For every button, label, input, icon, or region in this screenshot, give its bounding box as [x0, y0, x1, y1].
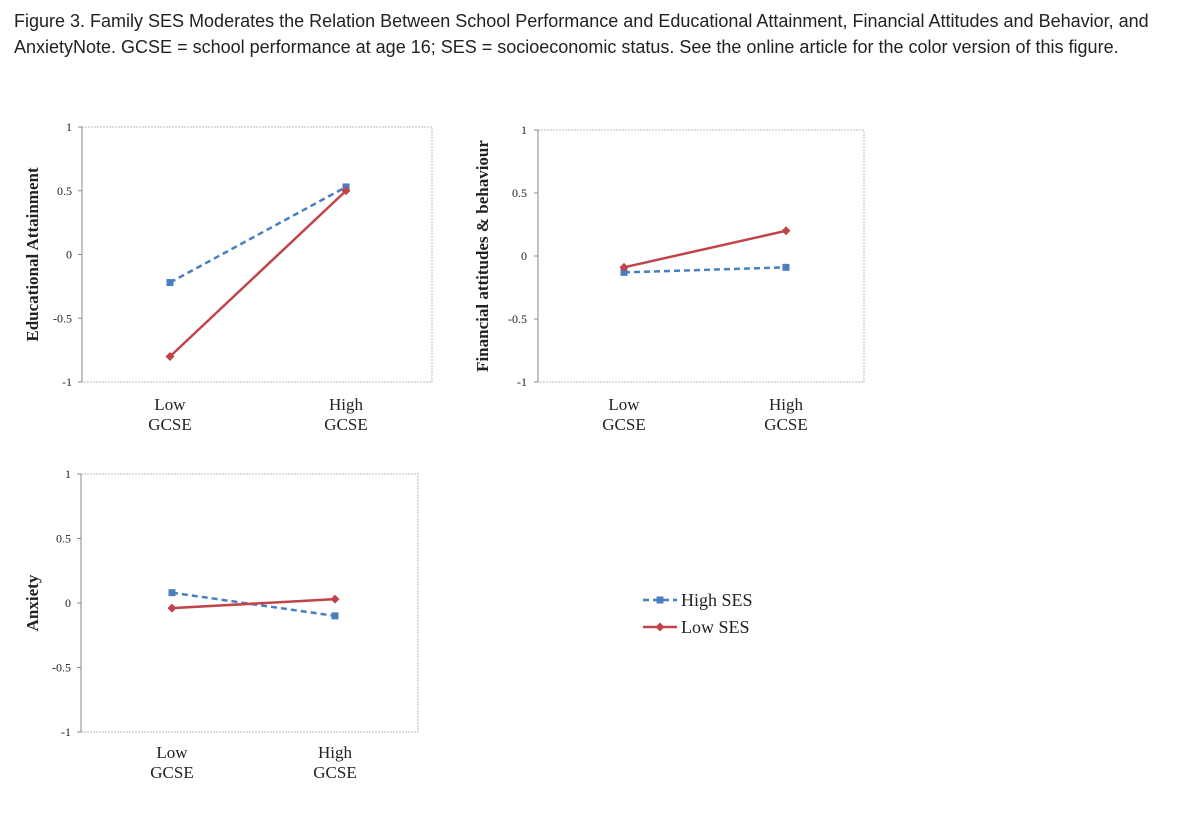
data-point-low-ses — [167, 603, 177, 613]
legend: High SES Low SES — [643, 590, 753, 637]
legend-label-low-ses: Low SES — [681, 617, 750, 637]
y-tick-label: 0.5 — [512, 186, 527, 200]
x-category-label: Low — [156, 743, 188, 762]
y-tick-label: 0 — [521, 249, 527, 263]
x-category-label: GCSE — [602, 415, 645, 434]
data-point-low-ses — [165, 352, 175, 361]
y-tick-label: 1 — [521, 123, 527, 137]
y-tick-label: -1 — [62, 375, 72, 389]
series-line-low-ses — [623, 229, 787, 269]
series-line-high-ses — [623, 266, 787, 274]
x-category-label: High — [318, 743, 353, 762]
plot-frame — [81, 126, 433, 383]
x-category-label: GCSE — [764, 415, 807, 434]
series-line-high-ses — [169, 185, 347, 284]
data-point-low-ses — [781, 226, 791, 236]
y-tick-label: 0.5 — [57, 184, 72, 198]
y-tick-label: 0.5 — [56, 532, 71, 546]
data-point-high-ses — [168, 589, 176, 597]
chart-panel-2: 1 0.5 0 -0.5 -1 Financial attitudes & behavio… — [473, 123, 865, 434]
x-category-label: GCSE — [150, 763, 193, 782]
data-point-low-ses — [341, 186, 351, 196]
x-category-label: Low — [154, 395, 186, 414]
series-line-low-ses — [171, 597, 336, 610]
legend-label-high-ses: High SES — [681, 590, 753, 610]
y-tick-label: -0.5 — [53, 311, 72, 325]
data-point-high-ses — [620, 268, 628, 276]
x-category-label: GCSE — [324, 415, 367, 434]
y-axis-title: Anxiety — [23, 574, 42, 631]
y-axis-title: Educational Attainment — [23, 167, 42, 342]
y-axis-title: Financial attitudes & behaviour — [473, 140, 492, 372]
plot-frame — [537, 129, 865, 383]
y-tick-label: -0.5 — [52, 661, 71, 675]
data-point-high-ses — [782, 263, 790, 271]
y-tick-label: -1 — [61, 725, 71, 739]
data-point-low-ses — [619, 262, 629, 272]
y-tick-label: -0.5 — [508, 312, 527, 326]
data-point-high-ses — [166, 279, 174, 287]
data-point-low-ses — [330, 594, 340, 604]
y-tick-label: 1 — [65, 467, 71, 481]
x-category-label: High — [329, 395, 364, 414]
x-category-label: High — [769, 395, 804, 414]
y-tick-label: 0 — [65, 596, 71, 610]
legend-marker-high-ses — [656, 596, 664, 604]
figure-caption: Figure 3. Family SES Moderates the Relat… — [14, 11, 1149, 57]
data-point-high-ses — [331, 612, 339, 620]
x-category-label: Low — [608, 395, 640, 414]
y-tick-label: -1 — [517, 375, 527, 389]
y-tick-label: 0 — [66, 248, 72, 262]
legend-marker-low-ses — [655, 622, 665, 632]
series-line-low-ses — [169, 189, 347, 358]
y-tick-label: 1 — [66, 120, 72, 134]
x-category-label: GCSE — [148, 415, 191, 434]
x-category-label: GCSE — [313, 763, 356, 782]
